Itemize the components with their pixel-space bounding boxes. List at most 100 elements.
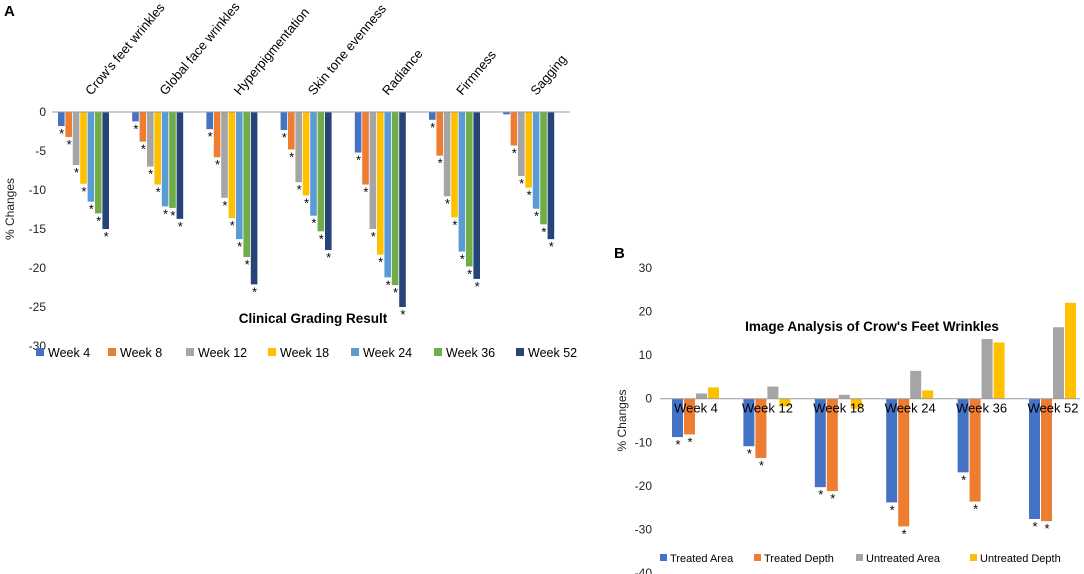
bar-week-4-untreated-depth <box>708 387 719 399</box>
significance-star-skin-tone-evenness-week-8: * <box>289 149 294 164</box>
bar-week-52-treated-area <box>1029 398 1040 519</box>
category-label-hyperpigmentation: Hyperpigmentation <box>231 5 313 98</box>
bar-sagging-week-18 <box>525 112 532 188</box>
significance-star-radiance-week-24: * <box>386 277 391 292</box>
legend-label-week-12: Week 12 <box>198 346 247 360</box>
panel-b-y-tick-label: 10 <box>639 348 653 362</box>
panel-b-category-labels: Week 4 Week 12 Week 18 Week 24 Week 36 Week 5… <box>674 401 1078 416</box>
significance-star-skin-tone-evenness-week-18: * <box>304 195 309 210</box>
bar-crow-s-feet-wrinkles-week-18 <box>80 112 87 184</box>
significance-star-radiance-week-52: * <box>400 307 405 322</box>
significance-star-radiance-week-36: * <box>393 285 398 300</box>
bar-week-18-treated-depth <box>826 398 838 492</box>
bar-skin-tone-evenness-week-36 <box>317 112 325 232</box>
bar-crow-s-feet-wrinkles-week-52 <box>102 112 109 229</box>
significance-star-firmness-week-52: * <box>475 279 480 294</box>
bar-sagging-week-12 <box>518 112 525 176</box>
bar-week-12-untreated-area <box>767 386 779 399</box>
bar-global-face-wrinkles-week-12 <box>147 112 154 167</box>
panel-a-clinical-grading-chart: A % Changes 0-5-10-15-20-25-30 Crow's fe… <box>3 0 577 360</box>
bar-radiance-week-4 <box>354 112 362 153</box>
panel-b-y-tick-label: 0 <box>645 392 652 406</box>
bar-radiance-week-36 <box>391 112 399 286</box>
bar-week-12-treated-area <box>743 398 755 447</box>
panel-b-legend: Treated Area Treated Depth Untreated Area U… <box>660 553 1061 565</box>
category-label-week-24: Week 24 <box>885 401 936 416</box>
bar-sagging-week-36 <box>540 112 547 225</box>
bar-hyperpigmentation-week-8 <box>213 112 221 158</box>
panel-b-bars <box>672 302 1076 527</box>
legend-swatch-week-8 <box>108 348 116 356</box>
significance-star-hyperpigmentation-week-8: * <box>215 157 220 172</box>
significance-star-crow-s-feet-wrinkles-week-4: * <box>59 126 64 141</box>
bar-skin-tone-evenness-week-8 <box>288 112 295 150</box>
bar-skin-tone-evenness-week-24 <box>310 112 317 216</box>
significance-star-week-12-treated-area: * <box>747 446 752 461</box>
bar-crow-s-feet-wrinkles-week-24 <box>87 112 95 202</box>
panel-b-y-tick-label: -30 <box>635 522 653 536</box>
panel-b-y-tick-label: 30 <box>639 261 653 275</box>
panel-b-y-axis-title: % Changes <box>615 389 629 451</box>
significance-star-hyperpigmentation-week-36: * <box>245 257 250 272</box>
bar-sagging-week-4 <box>503 112 510 115</box>
bar-crow-s-feet-wrinkles-week-36 <box>95 112 102 214</box>
bar-hyperpigmentation-week-4 <box>206 112 213 130</box>
bar-hyperpigmentation-week-36 <box>243 112 250 258</box>
significance-star-week-36-treated-area: * <box>961 472 966 487</box>
significance-star-week-24-treated-area: * <box>890 502 895 517</box>
legend-label-week-36: Week 36 <box>446 346 495 360</box>
legend-swatch-untreated-depth <box>970 554 977 561</box>
bar-week-36-untreated-area <box>981 339 993 399</box>
significance-star-crow-s-feet-wrinkles-week-24: * <box>89 202 94 217</box>
significance-star-crow-s-feet-wrinkles-week-18: * <box>81 184 86 199</box>
bar-hyperpigmentation-week-18 <box>228 112 236 219</box>
bar-week-52-untreated-depth <box>1065 302 1076 399</box>
significance-star-sagging-week-12: * <box>519 176 524 191</box>
bar-week-18-treated-area <box>814 398 826 488</box>
panel-b-significance-marks: * * * * * * * * * * * * <box>675 434 1049 541</box>
bar-week-36-treated-area <box>957 398 969 473</box>
significance-star-global-face-wrinkles-week-52: * <box>178 219 183 234</box>
panel-b-chart-title: Image Analysis of Crow's Feet Wrinkles <box>745 319 999 334</box>
significance-star-sagging-week-36: * <box>541 224 546 239</box>
bar-global-face-wrinkles-week-8 <box>139 112 147 142</box>
category-label-week-18: Week 18 <box>813 401 864 416</box>
bar-week-12-untreated-depth <box>779 398 791 407</box>
significance-star-skin-tone-evenness-week-12: * <box>297 182 302 197</box>
significance-star-firmness-week-18: * <box>452 217 457 232</box>
significance-star-radiance-week-4: * <box>356 153 361 168</box>
panel-b-y-tick-label: 20 <box>639 305 653 319</box>
bar-crow-s-feet-wrinkles-week-12 <box>72 112 80 166</box>
bar-firmness-week-4 <box>429 112 436 120</box>
bar-radiance-week-52 <box>399 112 406 307</box>
significance-star-global-face-wrinkles-week-18: * <box>156 185 161 200</box>
legend-swatch-week-36 <box>434 348 442 356</box>
panel-a-y-tick-label: -25 <box>29 300 47 314</box>
bar-firmness-week-12 <box>443 112 451 197</box>
category-label-skin-tone-evenness: Skin tone evenness <box>305 1 390 98</box>
legend-label-week-18: Week 18 <box>280 346 329 360</box>
significance-star-hyperpigmentation-week-24: * <box>237 239 242 254</box>
significance-star-week-18-treated-depth: * <box>830 491 835 506</box>
panel-a-y-tick-label: -5 <box>35 144 46 158</box>
significance-star-firmness-week-8: * <box>438 156 443 171</box>
significance-star-radiance-week-12: * <box>371 229 376 244</box>
panel-a-chart-title: Clinical Grading Result <box>239 311 388 326</box>
category-label-global-face-wrinkles: Global face wrinkles <box>156 0 243 98</box>
bar-crow-s-feet-wrinkles-week-4 <box>58 112 65 127</box>
significance-star-firmness-week-4: * <box>430 120 435 135</box>
significance-star-radiance-week-8: * <box>363 185 368 200</box>
significance-star-radiance-week-18: * <box>378 255 383 270</box>
bar-week-36-treated-depth <box>969 398 981 502</box>
bar-week-24-untreated-depth <box>922 390 934 399</box>
legend-swatch-untreated-area <box>856 554 863 561</box>
significance-star-crow-s-feet-wrinkles-week-8: * <box>67 137 72 152</box>
bar-global-face-wrinkles-week-52 <box>176 112 184 219</box>
significance-star-global-face-wrinkles-week-24: * <box>163 206 168 221</box>
bar-skin-tone-evenness-week-12 <box>295 112 302 183</box>
legend-label-untreated-area: Untreated Area <box>866 553 941 565</box>
significance-star-firmness-week-12: * <box>445 196 450 211</box>
bar-week-12-treated-depth <box>755 398 767 458</box>
